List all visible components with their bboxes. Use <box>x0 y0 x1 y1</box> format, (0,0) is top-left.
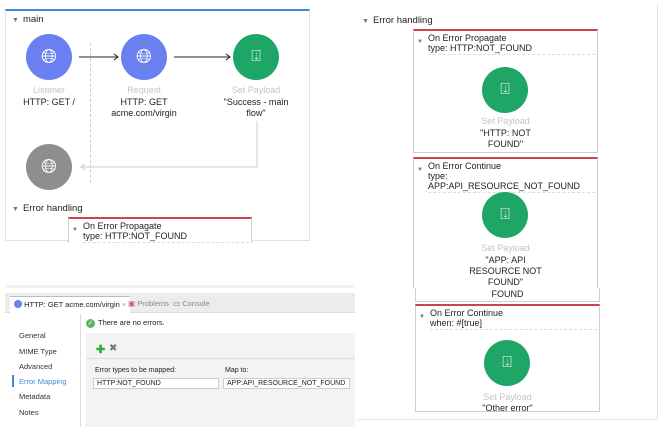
return-line <box>81 121 258 168</box>
request-type: Request <box>127 85 161 95</box>
component-type: Set Payload <box>481 116 530 126</box>
sidebar-item-advanced[interactable]: Advanced <box>19 362 53 371</box>
clipped-fragment: FOUND <box>415 288 600 302</box>
remove-mapping-icon[interactable]: ✖ <box>109 343 118 354</box>
tab-problems[interactable]: ▣ Problems <box>128 299 169 308</box>
component-type: Set Payload <box>481 243 530 253</box>
request-node[interactable]: 🌐︎ <box>121 34 167 80</box>
on-error-continue-scope[interactable]: ▼ On Error Continue when: #[true] ⍗ Set Pa… <box>415 304 600 413</box>
globe-icon: 🌐︎ <box>136 45 152 68</box>
payload-value: flow" <box>246 108 266 118</box>
tab-label: Console <box>182 299 210 308</box>
map-to-input[interactable]: APP:API_RESOURCE_NOT_FOUND <box>223 378 350 389</box>
on-error-continue-scope[interactable]: ▼ On Error Continue type: APP:API_RESOURCE… <box>413 157 598 288</box>
payload-value: FOUND" <box>487 139 524 149</box>
tab-http-get[interactable]: HTTP: GET acme.com/virgin × <box>10 296 131 313</box>
set-payload-icon: ⍗ <box>500 81 510 98</box>
tab-console[interactable]: ▭ Console <box>173 299 210 308</box>
error-handling-header[interactable]: ▼ Error handling <box>12 203 83 214</box>
payload-value: "HTTP: NOT <box>480 128 531 138</box>
set-payload-icon: ⍗ <box>500 206 510 223</box>
arrowhead <box>113 53 119 61</box>
globe-icon: 🌐︎ <box>41 45 57 68</box>
handler-condition: type: APP:API_RESOURCE_NOT_FOUND <box>428 171 581 191</box>
payload-value: FOUND" <box>487 277 524 287</box>
main-flow-header[interactable]: ▼ main <box>12 14 44 25</box>
toolbar-divider <box>86 358 355 359</box>
payload-value: RESOURCE NOT <box>469 266 542 276</box>
listener-name: HTTP: GET / <box>23 97 75 107</box>
globe-icon: 🌐︎ <box>41 155 57 178</box>
tab-label: HTTP: GET acme.com/virgin <box>24 300 120 309</box>
properties-panel: HTTP: GET acme.com/virgin × ▣ Problems ▭… <box>5 293 355 427</box>
payload-type: Set Payload <box>231 85 281 95</box>
sidebar-item-general[interactable]: General <box>19 331 46 340</box>
handler-condition: when: #[true] <box>430 318 483 328</box>
handler-condition: type: HTTP:NOT_FOUND <box>428 43 533 53</box>
payload-value: "Success - main <box>223 97 289 107</box>
active-indicator <box>12 375 14 387</box>
request-url: acme.com/virgin <box>111 108 177 118</box>
flow-source-divider <box>90 43 91 183</box>
flow-title: main <box>22 14 44 25</box>
payload-value: "APP: API <box>485 255 526 265</box>
set-payload-icon: ⍗ <box>502 354 512 371</box>
sidebar-divider <box>80 314 81 427</box>
status-message: ✓ There are no errors. <box>86 318 165 328</box>
listener-response-node[interactable]: 🌐︎ <box>26 144 72 190</box>
handler-title: On Error Propagate <box>83 221 162 231</box>
handler-condition: type: HTTP:NOT_FOUND <box>83 231 188 241</box>
sidebar-item-error-mapping[interactable]: Error Mapping <box>19 377 67 386</box>
flow-connectors <box>79 53 258 171</box>
on-error-propagate-scope[interactable]: ▼ On Error Propagate type: HTTP:NOT_FOUND <box>68 217 252 243</box>
section-title: Error handling <box>22 203 83 214</box>
check-icon: ✓ <box>86 319 95 328</box>
handler-title: On Error Propagate <box>428 33 507 43</box>
sidebar-item-metadata[interactable]: Metadata <box>19 392 51 401</box>
tab-label: Problems <box>137 299 169 308</box>
payload-value: "Other error" <box>482 403 533 413</box>
sidebar-item-notes[interactable]: Notes <box>19 408 39 417</box>
console-icon: ▭ <box>173 299 181 308</box>
sidebar-item-mime-type[interactable]: MIME Type <box>19 347 57 356</box>
divider <box>5 285 355 288</box>
arrowhead <box>80 163 86 171</box>
error-handling-header[interactable]: ▼ Error handling <box>362 15 433 26</box>
on-error-propagate-scope[interactable]: ▼ On Error Propagate type: HTTP:NOT_FOUND … <box>413 29 598 153</box>
component-type: Set Payload <box>483 392 532 402</box>
set-payload-icon: ⍗ <box>251 48 261 65</box>
set-payload-node[interactable]: ⍗ <box>482 67 528 113</box>
clipped-text: FOUND <box>491 289 524 299</box>
listener-type: Listener <box>32 85 66 95</box>
collapse-triangle-icon: ▼ <box>12 17 19 24</box>
set-payload-node[interactable]: ⍗ <box>233 34 279 80</box>
problems-icon: ▣ <box>128 299 136 308</box>
listener-node[interactable]: 🌐︎ <box>26 34 72 80</box>
error-types-label: Error types to be mapped: <box>95 367 176 374</box>
set-payload-node[interactable]: ⍗ <box>482 192 528 238</box>
main-flow-canvas: ▼ main 🌐︎ Listener HTTP: GET / 🌐︎ Request… <box>5 9 310 243</box>
handler-title: On Error Continue <box>430 308 504 318</box>
handler-title: On Error Continue <box>428 161 502 171</box>
request-name: HTTP: GET <box>120 97 168 107</box>
section-title: Error handling <box>372 15 433 26</box>
map-to-label: Map to: <box>225 367 249 374</box>
arrowhead <box>225 53 231 61</box>
collapse-triangle-icon: ▼ <box>12 206 19 213</box>
close-tab-icon[interactable]: × <box>121 300 127 309</box>
error-type-input[interactable]: HTTP:NOT_FOUND <box>93 378 219 389</box>
status-text: There are no errors. <box>98 318 165 327</box>
add-mapping-icon[interactable]: ✚ <box>96 344 106 356</box>
error-mapping-section: ✚ ✖ Error types to be mapped: Map to: HT… <box>86 333 355 427</box>
http-icon <box>14 300 22 308</box>
tab-bar: HTTP: GET acme.com/virgin × ▣ Problems ▭… <box>5 293 355 313</box>
collapse-triangle-icon: ▼ <box>362 18 369 25</box>
set-payload-node[interactable]: ⍗ <box>484 340 530 386</box>
